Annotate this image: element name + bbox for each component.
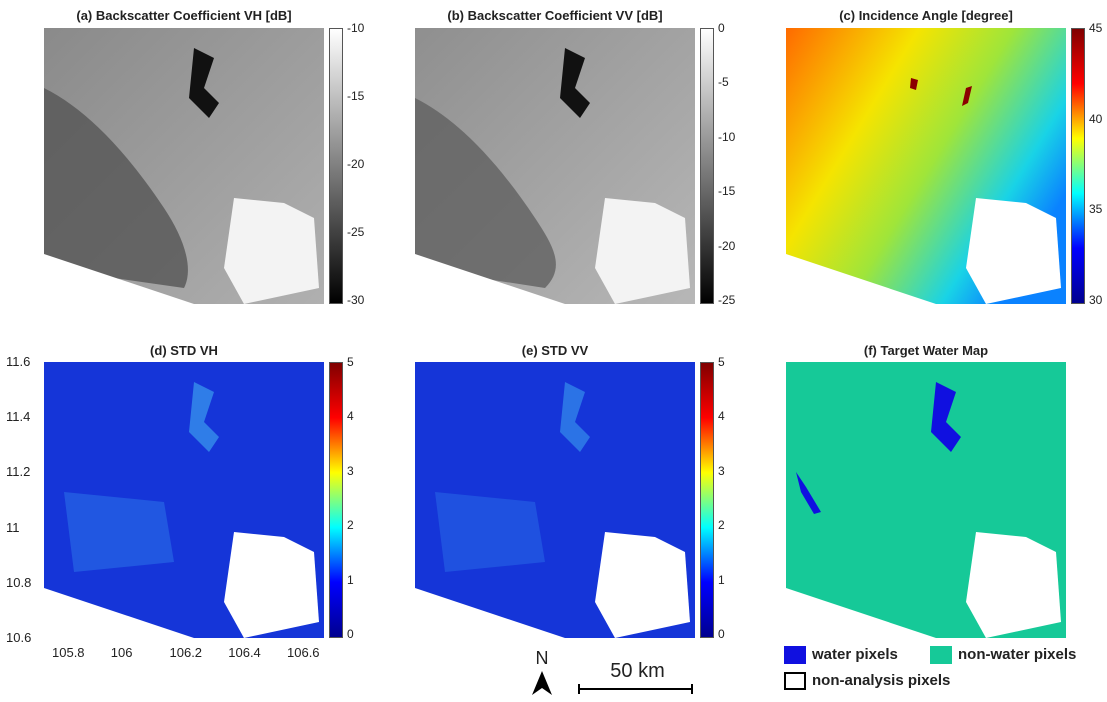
panel-a-map (44, 28, 324, 304)
colorbar-tick-label: 0 (347, 627, 354, 641)
colorbar-tick-label: 0 (718, 627, 725, 641)
panel-b-map (415, 28, 695, 304)
panel-f-map (786, 362, 1066, 638)
panel-b-colorbar (700, 28, 714, 304)
panel-f-title: (f) Target Water Map (863, 343, 989, 358)
colorbar-tick-label: -10 (718, 129, 736, 144)
north-arrow-icon (532, 671, 552, 695)
colorbar-tick-label: 1 (718, 572, 725, 587)
legend-non-analysis: non-analysis pixels (784, 672, 951, 691)
panel-a-image (44, 28, 324, 304)
x-tick-label: 106 (110, 645, 133, 660)
panel-a-colorbar (329, 28, 343, 304)
y-tick-label: 10.8 (6, 574, 32, 590)
panel-e-image (415, 362, 695, 638)
colorbar-tick-label: -10 (347, 21, 365, 35)
panel-b-title: (b) Backscatter Coefficient VV [dB] (447, 8, 663, 23)
colorbar-tick-label: 35 (1089, 202, 1103, 217)
colorbar-tick-label: 5 (718, 355, 725, 369)
colorbar-tick-label: -15 (347, 89, 365, 103)
legend-water-label: water pixels (812, 646, 898, 663)
colorbar-tick-label: -5 (718, 75, 729, 90)
legend-non-water: non-water pixels (930, 646, 1077, 665)
colorbar-tick-label: 3 (718, 463, 725, 478)
colorbar-tick-label: 3 (347, 463, 354, 478)
panel-d-title: (d) STD VH (150, 343, 218, 358)
panel-e-map (415, 362, 695, 638)
colorbar-tick-label: 30 (1089, 293, 1103, 307)
legend-non-water-label: non-water pixels (958, 646, 1077, 663)
colorbar-tick-label: -15 (718, 184, 736, 199)
scale-bar-label: 50 km (610, 660, 665, 682)
panel-c-colorbar (1071, 28, 1085, 304)
colorbar-tick-label: -20 (347, 157, 365, 171)
non-analysis-swatch (784, 672, 806, 691)
colorbar-tick-label: -20 (718, 238, 736, 253)
non-water-swatch (930, 646, 952, 665)
colorbar-tick-label: 2 (718, 518, 725, 533)
panel-a-title: (a) Backscatter Coefficient VH [dB] (76, 8, 292, 23)
panel-e-title: (e) STD VV (521, 343, 589, 358)
y-tick-label: 11.2 (6, 464, 31, 480)
colorbar-tick-label: 4 (347, 409, 354, 424)
scale-bar: 50 km (575, 660, 700, 694)
colorbar-tick-label: -25 (347, 225, 365, 239)
legend-non-analysis-label: non-analysis pixels (812, 672, 951, 689)
colorbar-tick-label: 2 (347, 518, 354, 533)
panel-c-map (786, 28, 1066, 304)
y-tick-label: 11.4 (6, 409, 31, 425)
panel-d-image (44, 362, 324, 638)
x-tick-label: 106.2 (169, 645, 203, 660)
colorbar-tick-label: 4 (718, 409, 725, 424)
north-label: N (535, 648, 549, 668)
panel-d-map (44, 362, 324, 638)
x-tick-label: 106.4 (228, 645, 261, 660)
panel-c-image (786, 28, 1066, 304)
colorbar-tick-label: 5 (347, 355, 354, 369)
colorbar-tick-label: -30 (347, 293, 365, 307)
x-tick-label: 105.8 (52, 645, 85, 660)
x-tick-label: 106.6 (287, 645, 320, 660)
colorbar-tick-label: 40 (1089, 111, 1103, 126)
panel-f-image (786, 362, 1066, 638)
panel-d-colorbar (329, 362, 343, 638)
panel-b-image (415, 28, 695, 304)
y-tick-label: 11.6 (6, 354, 31, 369)
north-arrow: N (530, 648, 554, 698)
colorbar-tick-label: 45 (1089, 21, 1103, 35)
water-swatch (784, 646, 806, 665)
legend-water: water pixels (784, 646, 898, 665)
colorbar-tick-label: 0 (718, 21, 725, 35)
colorbar-tick-label: 1 (347, 572, 354, 587)
y-tick-label: 11 (6, 519, 20, 535)
colorbar-tick-label: -25 (718, 293, 736, 307)
y-tick-label: 10.6 (6, 630, 32, 645)
panel-c-title: (c) Incidence Angle [degree] (839, 8, 1013, 23)
panel-e-colorbar (700, 362, 714, 638)
